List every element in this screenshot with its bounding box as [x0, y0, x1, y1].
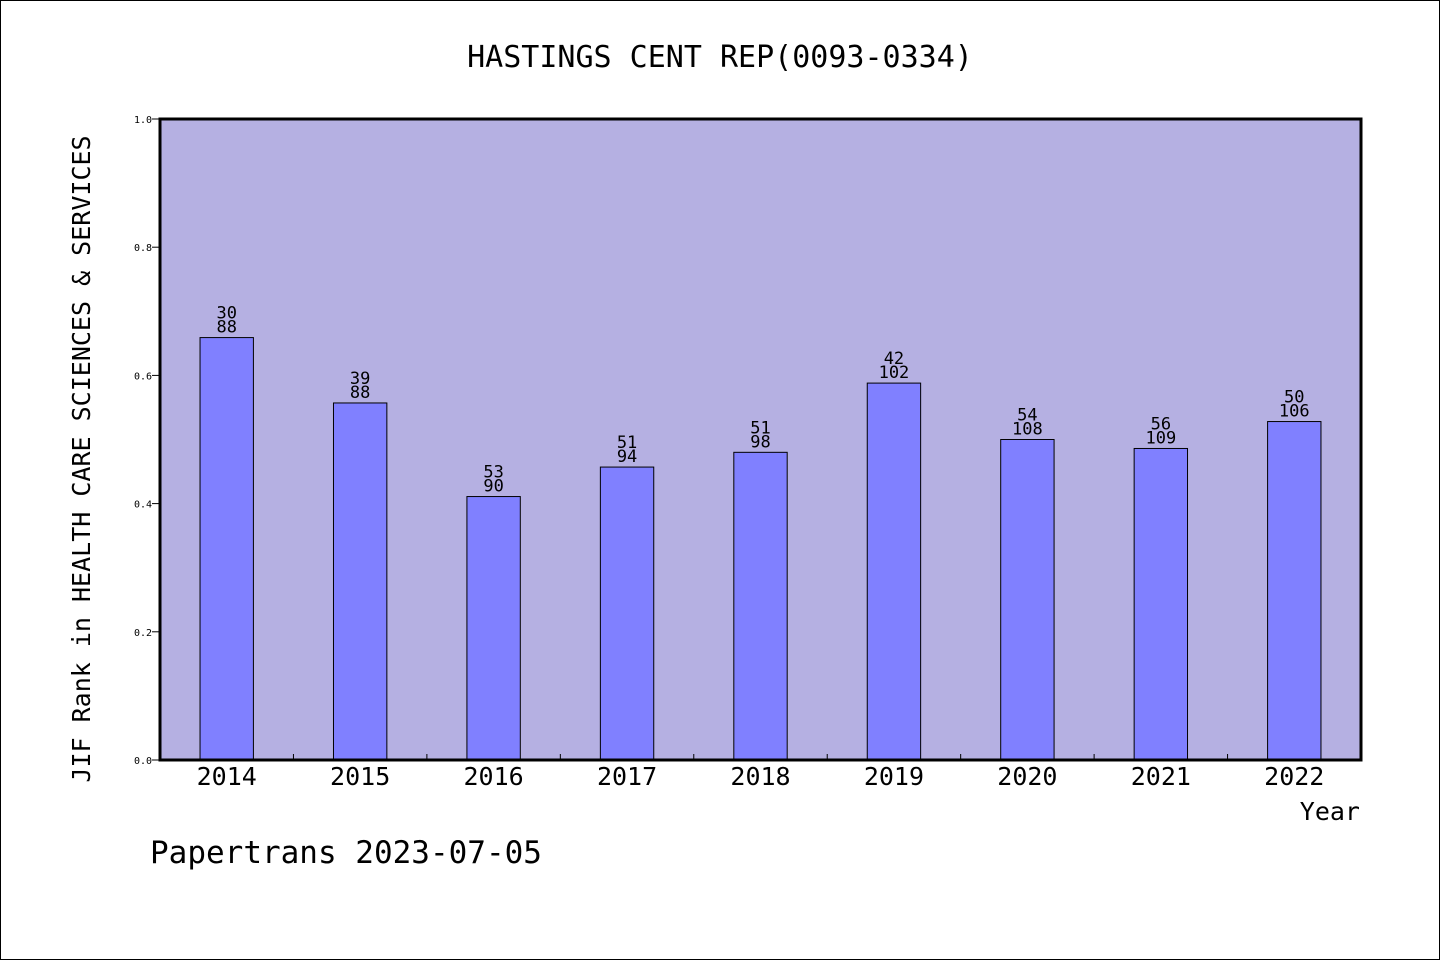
bar-total-label: 102 [879, 363, 910, 383]
y-axis-label: JIF Rank in HEALTH CARE SCIENCES & SERVI… [67, 135, 96, 782]
bar-total-label: 90 [483, 477, 503, 497]
x-tick-label: 2019 [864, 762, 924, 791]
y-tick-label: 0.0 [134, 756, 152, 767]
bar-rank-label: 53 [483, 463, 503, 483]
bar-total-label: 109 [1145, 428, 1176, 448]
bar-2018 [733, 451, 788, 761]
bar-total-label: 106 [1279, 402, 1310, 422]
bar-rank-label: 50 [1284, 388, 1304, 408]
bar-rank-label: 30 [216, 304, 236, 324]
bar-2017 [599, 466, 655, 761]
bar-rank-label: 39 [350, 369, 370, 389]
x-tick-label: 2016 [464, 762, 524, 791]
y-tick-label: 1.0 [134, 115, 152, 126]
bar-2016 [466, 496, 521, 761]
x-tick-label: 2015 [330, 762, 390, 791]
y-axis: 0.0 0.2 0.4 0.6 0.8 1.0 [134, 115, 160, 767]
x-axis: 2014 2015 2016 2017 2018 2019 2020 2021 2022 [197, 754, 1324, 791]
x-tick-label: 2021 [1131, 762, 1191, 791]
bar-2014 [199, 337, 254, 761]
x-axis-label: Year [1300, 797, 1360, 826]
x-tick-label: 2014 [197, 762, 257, 791]
chart-title: HASTINGS CENT REP(0093-0334) [467, 40, 973, 75]
bars [199, 337, 1322, 761]
x-tick-label: 2017 [597, 762, 657, 791]
bar-total-label: 108 [1012, 420, 1043, 440]
bar-total-label: 98 [750, 432, 770, 452]
y-tick-label: 0.4 [134, 500, 152, 511]
y-tick-label: 0.8 [134, 243, 152, 254]
footer-text: Papertrans 2023-07-05 [150, 835, 542, 871]
bar-rank-label: 54 [1017, 406, 1037, 426]
bar-rank-label: 51 [750, 418, 770, 438]
bar-2020 [1000, 439, 1055, 761]
bar-total-label: 88 [350, 383, 370, 403]
bar-total-label: 94 [617, 447, 637, 467]
bar-2021 [1133, 447, 1189, 761]
plot-border [158, 117, 1363, 762]
bar-2015 [332, 402, 388, 761]
y-tick-label: 0.6 [134, 371, 152, 382]
bar-rank-label: 51 [617, 433, 637, 453]
bar-rank-label: 42 [884, 349, 904, 369]
bar-rank-label: 56 [1151, 414, 1171, 434]
bar-total-label: 88 [216, 318, 236, 338]
x-tick-label: 2022 [1264, 762, 1324, 791]
bar-2022 [1267, 421, 1322, 761]
x-tick-label: 2018 [730, 762, 790, 791]
y-tick-label: 0.2 [134, 628, 152, 639]
x-tick-label: 2020 [997, 762, 1057, 791]
bar-2019 [866, 382, 922, 761]
